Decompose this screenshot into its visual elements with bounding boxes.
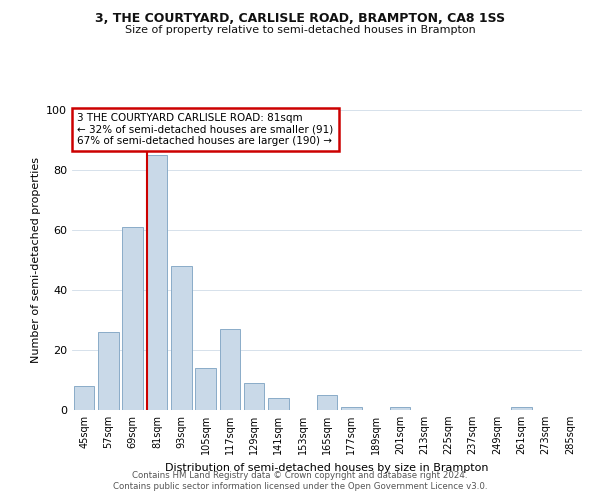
Text: 3 THE COURTYARD CARLISLE ROAD: 81sqm
← 32% of semi-detached houses are smaller (: 3 THE COURTYARD CARLISLE ROAD: 81sqm ← 3… [77,113,334,146]
Bar [122,227,143,410]
Bar [98,332,119,410]
Bar [220,329,240,410]
Bar [146,155,167,410]
Bar [511,407,532,410]
Bar [268,398,289,410]
Y-axis label: Number of semi-detached properties: Number of semi-detached properties [31,157,41,363]
Bar [74,386,94,410]
Bar [244,383,265,410]
Bar [171,266,191,410]
Bar [341,407,362,410]
Text: Size of property relative to semi-detached houses in Brampton: Size of property relative to semi-detach… [125,25,475,35]
X-axis label: Distribution of semi-detached houses by size in Brampton: Distribution of semi-detached houses by … [165,462,489,472]
Text: 3, THE COURTYARD, CARLISLE ROAD, BRAMPTON, CA8 1SS: 3, THE COURTYARD, CARLISLE ROAD, BRAMPTO… [95,12,505,26]
Bar [317,395,337,410]
Text: Contains public sector information licensed under the Open Government Licence v3: Contains public sector information licen… [113,482,487,491]
Text: Contains HM Land Registry data © Crown copyright and database right 2024.: Contains HM Land Registry data © Crown c… [132,471,468,480]
Bar [389,407,410,410]
Bar [195,368,216,410]
